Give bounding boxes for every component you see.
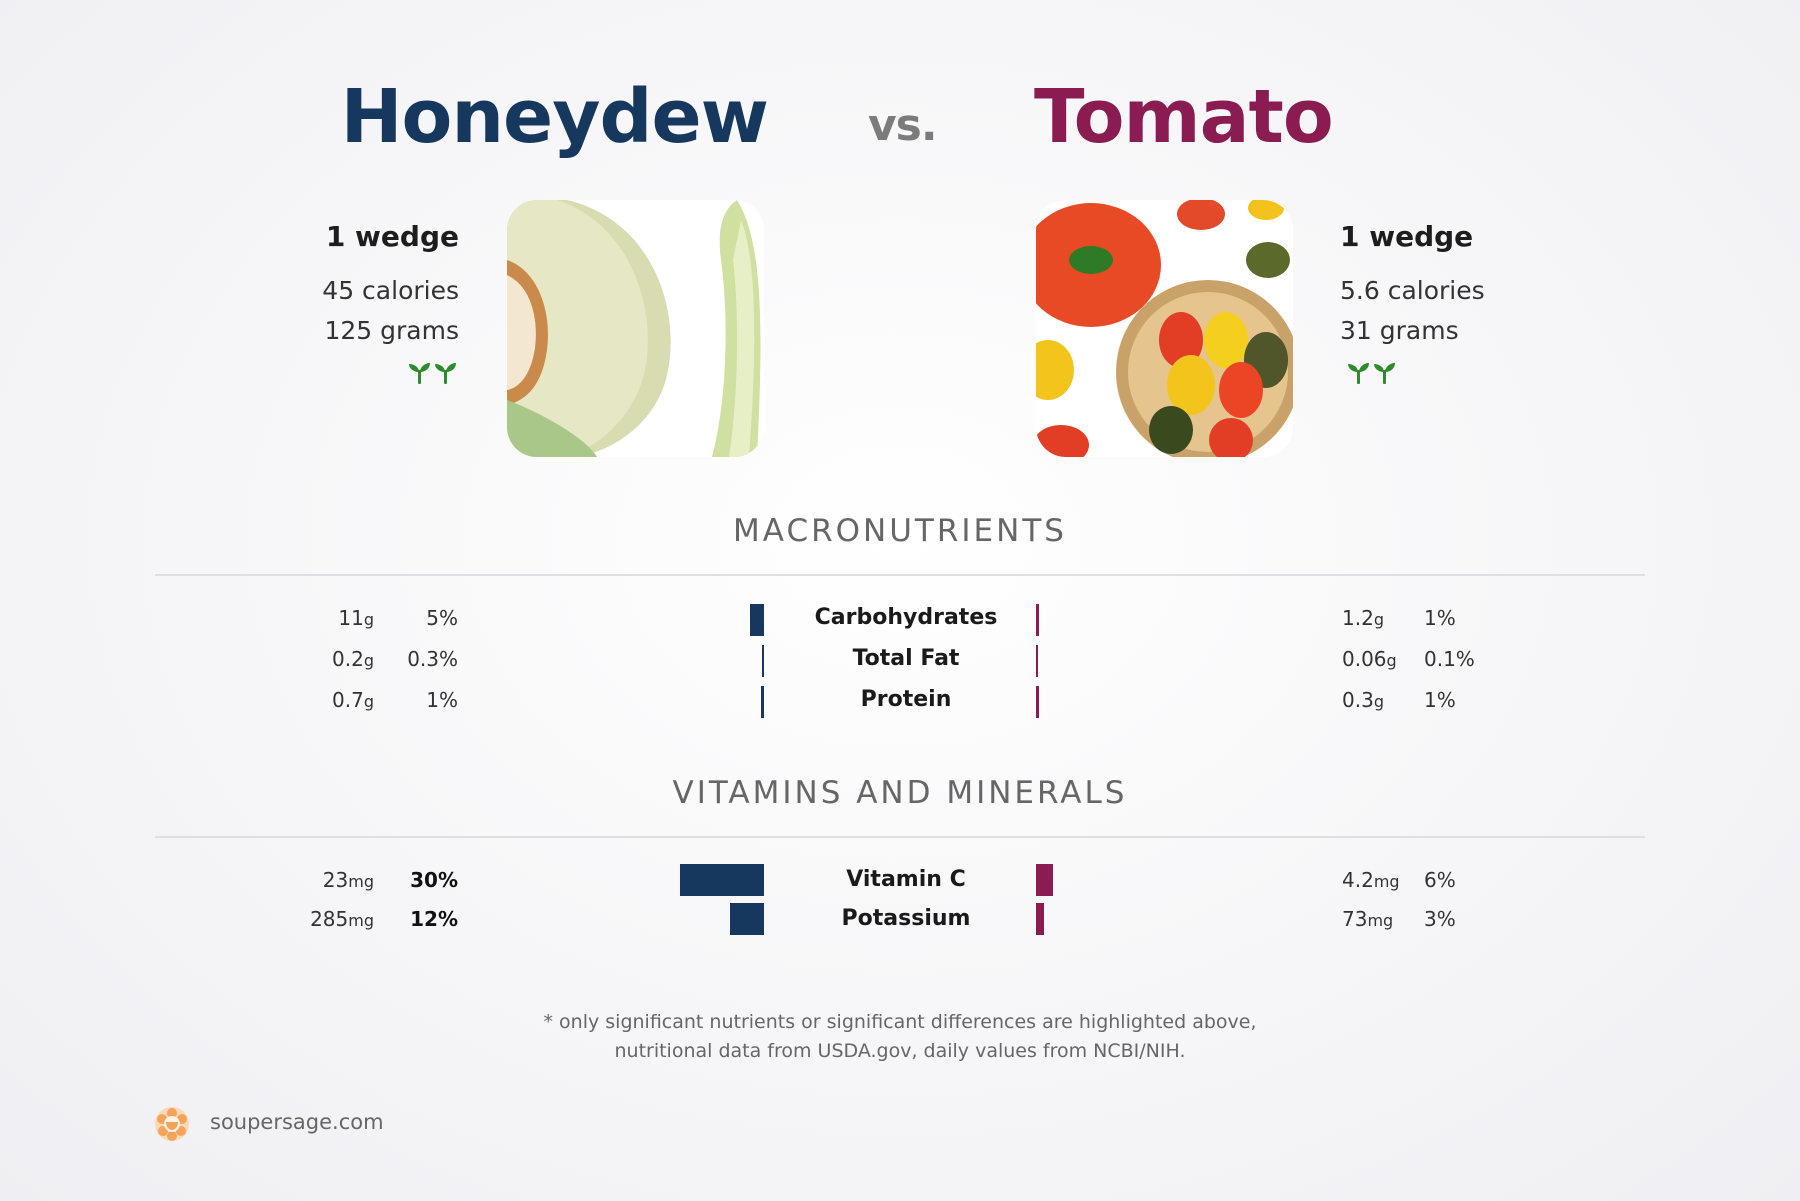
potassium-right-bar bbox=[1036, 903, 1045, 935]
soupersage-logo-icon bbox=[154, 1106, 190, 1142]
vitamin-c-right-percent: 6% bbox=[1424, 868, 1456, 892]
potassium-left-bar bbox=[730, 903, 764, 935]
vitamins-heading: VITAMINS AND MINERALS bbox=[672, 775, 1128, 811]
carbohydrates-right-bar bbox=[1036, 604, 1039, 636]
total-fat-right-percent: 0.1% bbox=[1424, 647, 1475, 671]
left-serving-size: 1 wedge bbox=[325, 220, 459, 253]
carbohydrates-left-amount: 11g bbox=[338, 606, 374, 630]
potassium-label: Potassium bbox=[841, 906, 971, 931]
potassium-right-amount-unit: mg bbox=[1367, 911, 1394, 930]
sprout-icon bbox=[407, 360, 459, 386]
protein-label: Protein bbox=[860, 687, 952, 712]
carbohydrates-left-bar bbox=[750, 604, 764, 636]
protein-left-bar bbox=[761, 686, 764, 718]
tomato-image bbox=[1036, 200, 1293, 457]
right-food-title: Tomato bbox=[1034, 74, 1334, 160]
potassium-left-amount-value: 285 bbox=[310, 907, 349, 931]
protein-right-amount-value: 0.3 bbox=[1342, 688, 1374, 712]
honeydew-image bbox=[507, 200, 764, 457]
divider bbox=[155, 574, 1645, 576]
left-calories: 45 calories bbox=[322, 276, 459, 305]
potassium-right-amount-value: 73 bbox=[1342, 907, 1368, 931]
total-fat-left-percent: 0.3% bbox=[407, 647, 458, 671]
total-fat-right-amount: 0.06g bbox=[1342, 647, 1397, 671]
protein-left-amount-unit: g bbox=[363, 692, 374, 711]
right-serving-size: 1 wedge bbox=[1340, 220, 1474, 253]
footnote-line-1: * only significant nutrients or signific… bbox=[543, 1011, 1257, 1033]
carbohydrates-right-percent: 1% bbox=[1424, 606, 1456, 630]
protein-right-percent: 1% bbox=[1424, 688, 1456, 712]
protein-left-amount: 0.7g bbox=[332, 688, 374, 712]
potassium-right-amount: 73mg bbox=[1342, 907, 1393, 931]
carbohydrates-right-amount: 1.2g bbox=[1342, 606, 1384, 630]
potassium-left-amount: 285mg bbox=[310, 907, 374, 931]
carbohydrates-left-amount-value: 11 bbox=[338, 606, 364, 630]
potassium-left-amount-unit: mg bbox=[348, 911, 374, 930]
vs-label: vs. bbox=[868, 100, 938, 151]
protein-left-percent: 1% bbox=[426, 688, 458, 712]
carbohydrates-label: Carbohydrates bbox=[814, 605, 998, 630]
total-fat-left-amount-unit: g bbox=[363, 651, 374, 670]
brand-name: soupersage.com bbox=[210, 1110, 384, 1134]
vitamin-c-right-amount-value: 4.2 bbox=[1342, 868, 1374, 892]
potassium-left-percent: 12% bbox=[410, 907, 458, 931]
vitamin-c-right-bar bbox=[1036, 864, 1053, 896]
vitamin-c-left-percent: 30% bbox=[410, 868, 458, 892]
right-calories: 5.6 calories bbox=[1340, 276, 1485, 305]
left-food-title: Honeydew bbox=[340, 74, 769, 160]
total-fat-right-bar bbox=[1036, 645, 1038, 677]
protein-right-bar bbox=[1036, 686, 1039, 718]
total-fat-label: Total Fat bbox=[852, 646, 960, 671]
protein-left-amount-value: 0.7 bbox=[332, 688, 364, 712]
carbohydrates-left-percent: 5% bbox=[426, 606, 458, 630]
vitamin-c-label: Vitamin C bbox=[846, 867, 966, 892]
left-grams: 125 grams bbox=[324, 316, 459, 345]
carbohydrates-right-amount-value: 1.2 bbox=[1342, 606, 1374, 630]
total-fat-right-amount-unit: g bbox=[1386, 651, 1397, 670]
sprout-icon bbox=[1346, 360, 1398, 386]
footnote: * only significant nutrients or signific… bbox=[0, 1008, 1800, 1066]
vitamin-c-right-amount: 4.2mg bbox=[1342, 868, 1400, 892]
total-fat-left-amount: 0.2g bbox=[332, 647, 374, 671]
total-fat-left-bar bbox=[762, 645, 764, 677]
protein-right-amount-unit: g bbox=[1373, 692, 1384, 711]
total-fat-left-amount-value: 0.2 bbox=[332, 647, 364, 671]
potassium-right-percent: 3% bbox=[1424, 907, 1456, 931]
right-grams: 31 grams bbox=[1340, 316, 1459, 345]
protein-right-amount: 0.3g bbox=[1342, 688, 1384, 712]
footnote-line-2: nutritional data from USDA.gov, daily va… bbox=[614, 1040, 1186, 1062]
vitamin-c-left-bar bbox=[680, 864, 764, 896]
divider bbox=[155, 836, 1645, 838]
vitamin-c-left-amount-value: 23 bbox=[322, 868, 349, 892]
carbohydrates-left-amount-unit: g bbox=[363, 610, 374, 629]
vitamin-c-right-amount-unit: mg bbox=[1373, 872, 1400, 891]
carbohydrates-right-amount-unit: g bbox=[1373, 610, 1384, 629]
vitamin-c-left-amount-unit: mg bbox=[348, 872, 374, 891]
macronutrients-heading: MACRONUTRIENTS bbox=[733, 513, 1067, 549]
vitamin-c-left-amount: 23mg bbox=[323, 868, 374, 892]
total-fat-right-amount-value: 0.06 bbox=[1342, 647, 1387, 671]
